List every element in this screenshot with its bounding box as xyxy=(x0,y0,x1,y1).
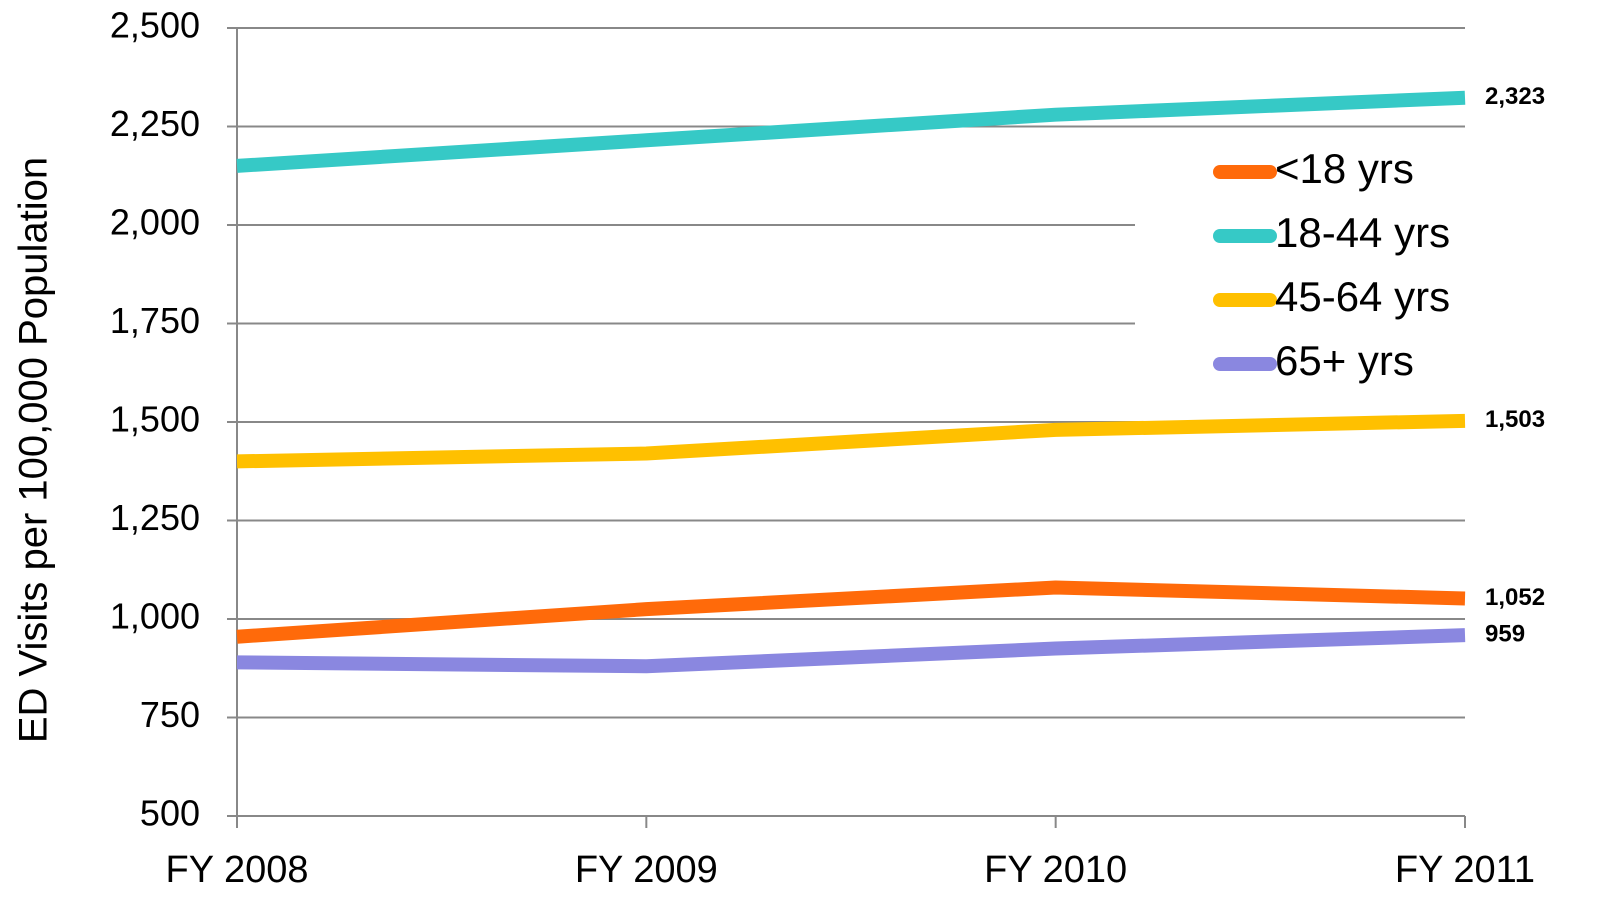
y-tick-label: 2,000 xyxy=(110,202,200,243)
legend-label: 18-44 yrs xyxy=(1275,209,1450,256)
y-tick-label: 1,000 xyxy=(110,596,200,637)
x-tick-label: FY 2010 xyxy=(984,849,1127,891)
series-line xyxy=(236,413,1466,469)
legend-label: 65+ yrs xyxy=(1275,337,1414,384)
y-tick-label: 2,250 xyxy=(110,103,200,144)
series-line xyxy=(236,580,1466,644)
y-tick-label: 1,250 xyxy=(110,497,200,538)
legend-label: 45-64 yrs xyxy=(1275,273,1450,320)
legend-label: <18 yrs xyxy=(1275,145,1414,192)
series-line xyxy=(236,90,1466,173)
y-tick-label: 1,750 xyxy=(110,300,200,341)
legend-box xyxy=(1135,140,1515,400)
series-line xyxy=(236,628,1466,674)
y-tick-label: 500 xyxy=(140,793,200,834)
y-tick-label: 2,500 xyxy=(110,5,200,46)
y-axis-title: ED Visits per 100,000 Population xyxy=(12,157,56,743)
value-label: 2,323 xyxy=(1485,83,1545,110)
x-tick-label: FY 2011 xyxy=(1395,849,1535,891)
y-tick-label: 750 xyxy=(140,694,200,735)
value-label: 1,052 xyxy=(1485,584,1545,611)
y-tick-label: 1,500 xyxy=(110,399,200,440)
value-label: 1,503 xyxy=(1485,406,1545,433)
x-tick-label: FY 2009 xyxy=(575,849,718,891)
x-tick-label: FY 2008 xyxy=(166,849,309,891)
value-label: 959 xyxy=(1485,620,1525,647)
